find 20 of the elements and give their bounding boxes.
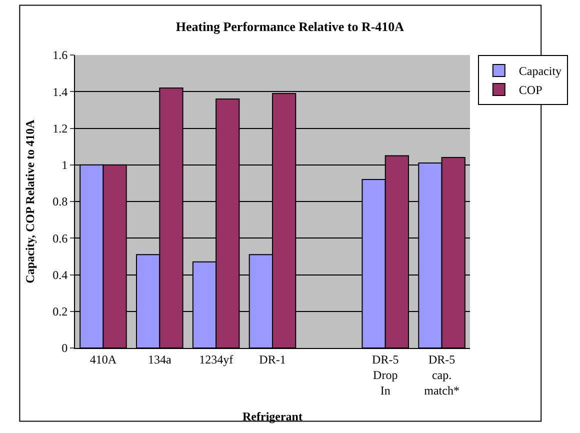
y-axis-title: Capacity, COP Relative to 410A [22,119,37,284]
legend-label: COP [518,83,543,98]
y-tick-label: 0.4 [52,268,68,282]
y-tick-label: 0.8 [52,194,68,209]
y-tick-label: 1.2 [52,121,68,136]
x-tick-label: 1234yf [199,352,234,366]
y-tick-label: 0.6 [52,231,68,246]
x-tick-label: 410A [90,352,117,366]
x-tick-label: 134a [148,352,172,366]
x-tick-label: DR-5 Drop In [372,352,399,398]
x-tick-label: DR-5 cap. match* [424,352,460,398]
legend-label: Capacity [518,64,562,78]
y-tick-label: 1.6 [52,48,68,62]
y-tick-label: 0 [62,341,68,356]
y-tick-label: 1.4 [52,84,68,99]
chart-title: Heating Performance Relative to R-410A [176,18,405,34]
y-tick-label: 0.2 [52,304,68,319]
x-tick-label: DR-1 [259,352,286,366]
x-axis-title: Refrigerant [242,410,302,424]
y-tick-label: 1 [62,158,68,172]
